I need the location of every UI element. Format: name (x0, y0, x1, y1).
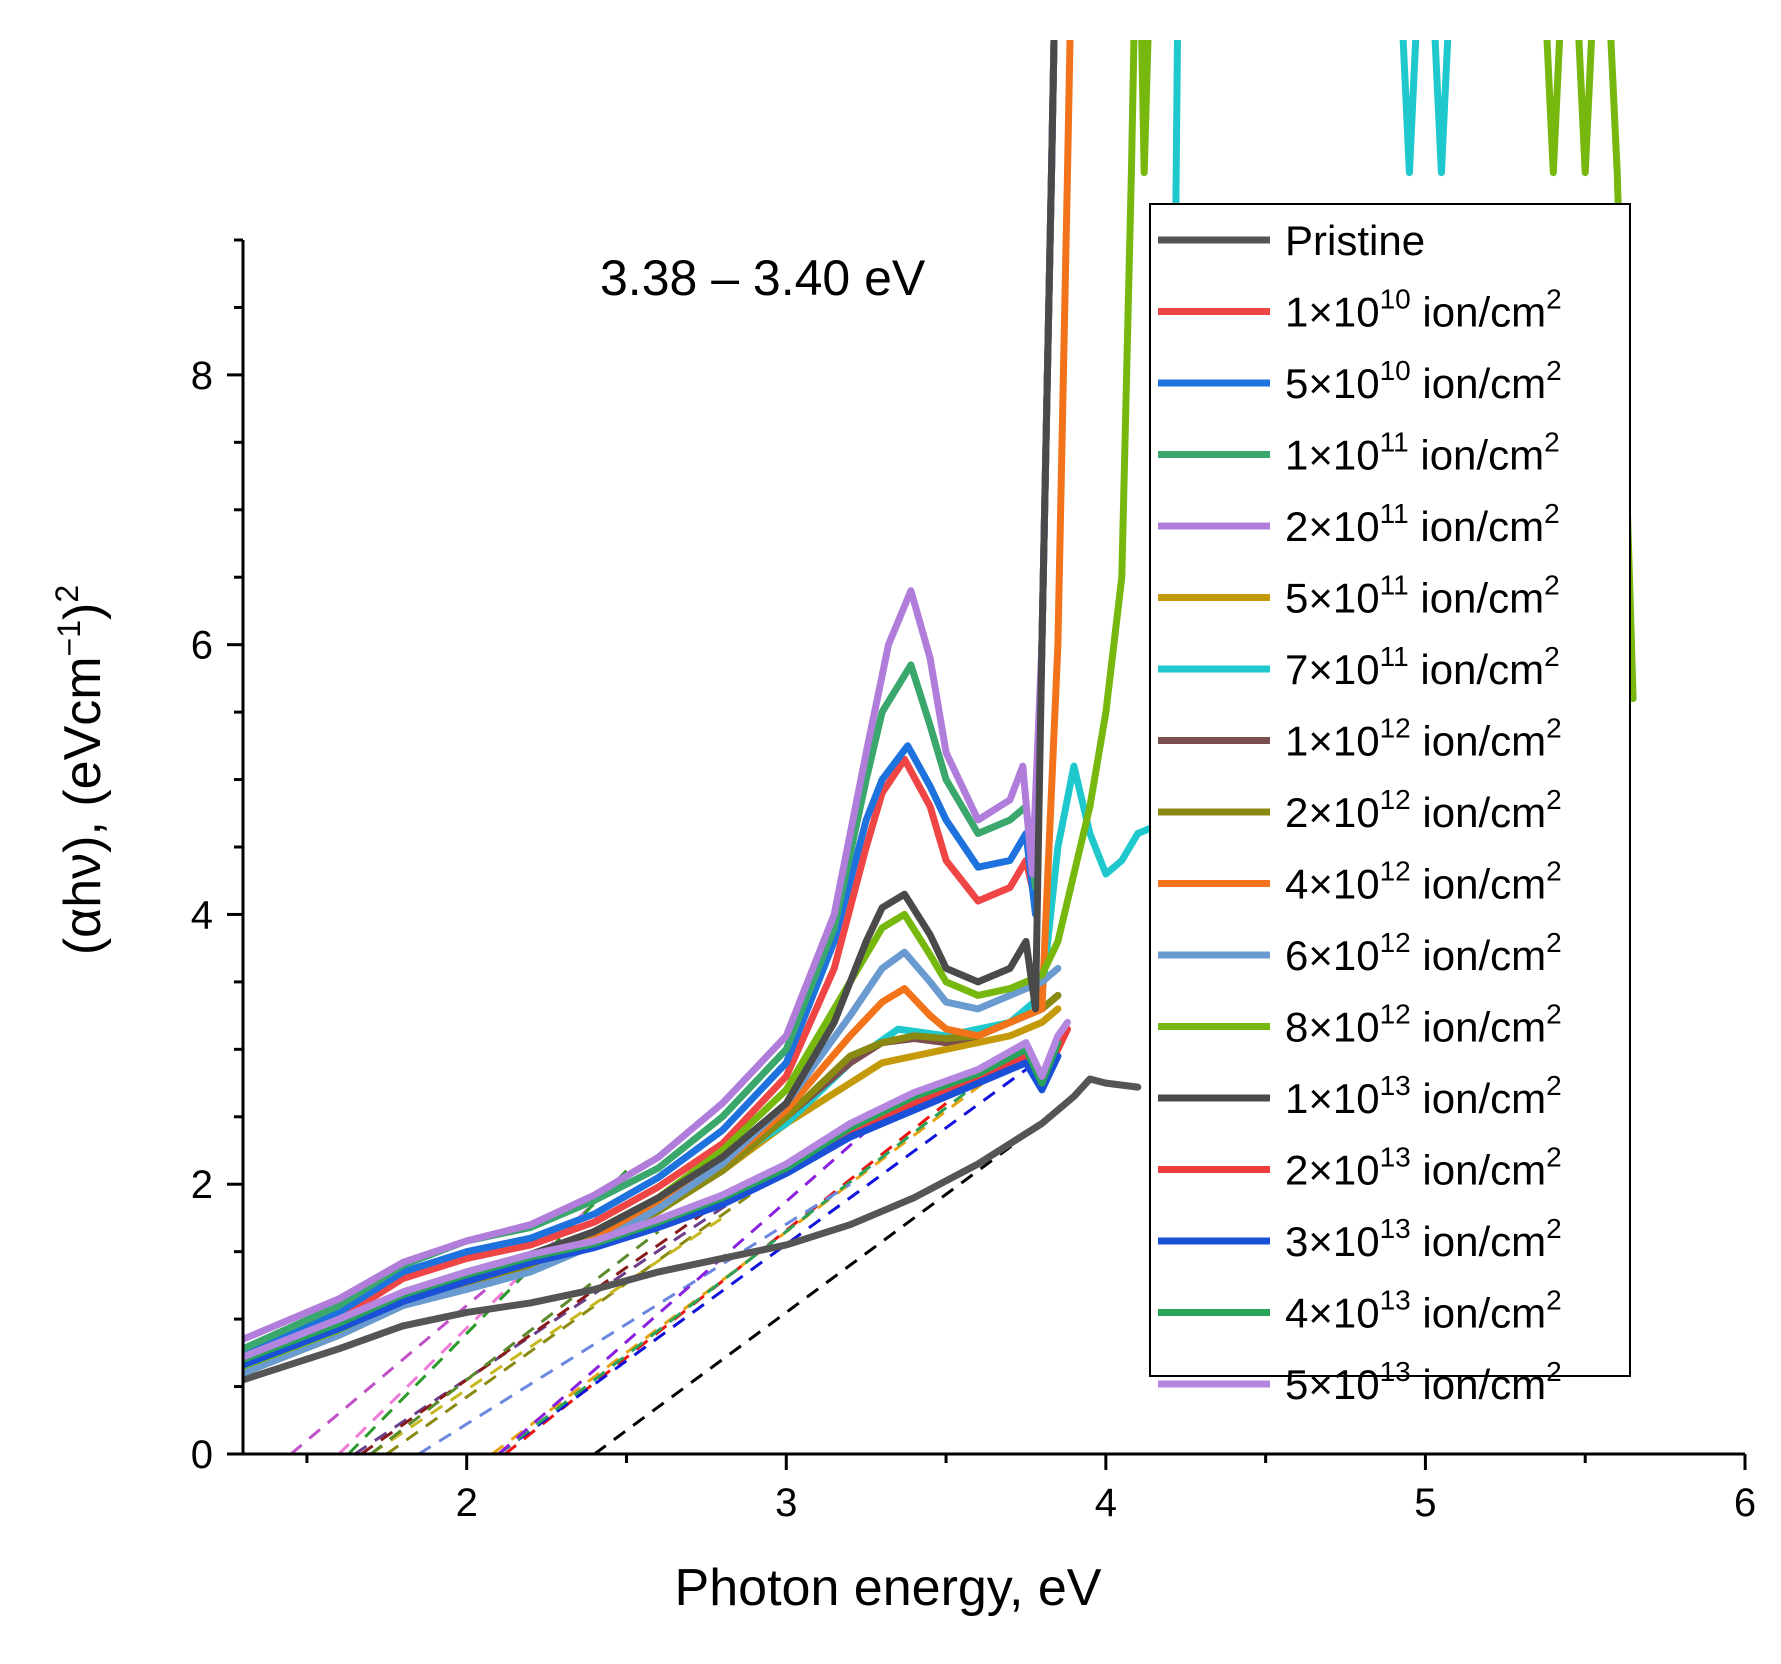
x-axis-title: Photon energy, eV (675, 1559, 1102, 1617)
series-line-14 (243, 1052, 1062, 1369)
fit-line-13 (497, 1102, 900, 1454)
series-lines (243, 40, 1637, 1384)
legend-label-12: 1×1013 ion/cm2 (1285, 1070, 1562, 1122)
x-tick-label-5: 5 (1414, 1481, 1436, 1525)
y-tick-label-6: 6 (191, 624, 213, 668)
fit-line-4 (497, 1081, 979, 1454)
y-tick-label-2: 2 (191, 1163, 213, 1207)
legend-label-4: 2×1011 ion/cm2 (1285, 498, 1560, 550)
y-axis-title-sup: −1 (51, 620, 87, 656)
fit-line-9 (360, 1176, 756, 1454)
x-tick-label-3: 3 (775, 1481, 797, 1525)
legend-label-14: 3×1013 ion/cm2 (1285, 1213, 1562, 1265)
x-tick-label-2: 2 (456, 1481, 478, 1525)
ticks: 2 3 4 5 6 0 2 4 6 8 (191, 238, 1756, 1525)
legend-label-11: 8×1012 ion/cm2 (1285, 999, 1562, 1051)
series-line-0 (243, 1075, 1142, 1384)
y-tick-label-0: 0 (191, 1433, 213, 1477)
legend-label-2: 5×1010 ion/cm2 (1285, 355, 1562, 407)
fit-line-14 (369, 1230, 660, 1454)
legend-label-15: 4×1013 ion/cm2 (1285, 1285, 1562, 1337)
fit-line-12 (417, 1182, 851, 1454)
peak-annotation: 3.38 – 3.40 eV (600, 250, 926, 306)
legend: Pristine 1×1010 ion/cm2 5×1010 ion/cm2 1×10… (1149, 203, 1631, 1408)
legend-label-9: 4×1012 ion/cm2 (1285, 856, 1562, 908)
legend-label-8: 2×1012 ion/cm2 (1285, 784, 1562, 836)
y-axis-title-main: (αhν), (eVcm (54, 656, 112, 955)
fit-line-2 (497, 1068, 1027, 1454)
fit-lines (289, 1061, 1043, 1454)
y-axis-title-tail: ) (54, 603, 112, 620)
legend-label-5: 5×1011 ion/cm2 (1285, 570, 1560, 622)
legend-label-0: Pristine (1285, 217, 1425, 264)
legend-label-7: 1×1012 ion/cm2 (1285, 713, 1562, 765)
legend-label-16: 5×1013 ion/cm2 (1285, 1356, 1562, 1408)
y-tick-label-8: 8 (191, 354, 213, 398)
series-line-16 (243, 1018, 1071, 1361)
y-axis-title-sup2: 2 (49, 585, 85, 603)
fit-line-1 (504, 1102, 947, 1454)
x-tick-label-6: 6 (1734, 1481, 1756, 1525)
legend-label-3: 1×1011 ion/cm2 (1285, 427, 1560, 479)
legend-box (1149, 203, 1631, 1377)
fit-line-7 (289, 1250, 532, 1454)
x-tick-label-4: 4 (1095, 1481, 1117, 1525)
fit-line-0 (593, 1122, 1043, 1454)
legend-label-13: 2×1013 ion/cm2 (1285, 1142, 1562, 1194)
series-line-10 (243, 948, 1062, 1377)
series-line-4 (243, 40, 1058, 1343)
y-axis-title: (αhν), (eVcm−1)2 (49, 585, 112, 955)
y-tick-label-4: 4 (191, 893, 213, 937)
legend-label-10: 6×1012 ion/cm2 (1285, 927, 1562, 979)
legend-label-1: 1×1010 ion/cm2 (1285, 284, 1562, 336)
legend-label-6: 7×1011 ion/cm2 (1285, 641, 1560, 693)
